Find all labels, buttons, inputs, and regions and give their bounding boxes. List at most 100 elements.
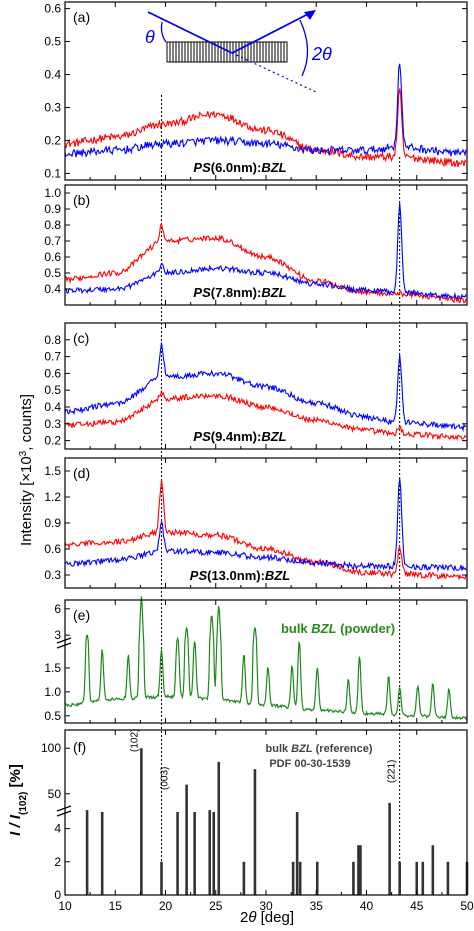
y-tick-label-0-3: 0.4 bbox=[44, 68, 61, 82]
geometry-inset: θ 2θ bbox=[145, 10, 332, 93]
series-a-2 bbox=[64, 63, 467, 158]
extension-line bbox=[231, 52, 317, 93]
panel-label-0: (a) bbox=[73, 9, 90, 25]
y-tick-label-0-2: 0.3 bbox=[44, 100, 61, 114]
x-axis-label-unit: [deg] bbox=[256, 909, 294, 926]
series-a-1 bbox=[65, 88, 467, 168]
panel-f: 0 2 4 50 100 (f) bulk BZL (reference) PDF 00-30… bbox=[7, 729, 469, 902]
y-tick-label-1-1: 0.5 bbox=[44, 266, 61, 280]
panel-b: 0.4 0.5 0.6 0.7 0.8 0.9 1.0 (b) PS(7.8nm):BZL bbox=[44, 186, 467, 304]
x-ticks-3 bbox=[64, 458, 468, 588]
y-tick-label-1-4: 0.8 bbox=[44, 218, 61, 232]
label-layer: Intensity [×103, counts] 2θ [deg] bbox=[18, 394, 295, 926]
y-tick-label-1-5: 0.9 bbox=[44, 202, 61, 216]
y-tick-label-1-2: 0.6 bbox=[44, 250, 61, 264]
x-tick-label-0: 10 bbox=[58, 899, 72, 913]
x-ticks-0 bbox=[64, 2, 468, 180]
y-tick-label-0-4: 0.5 bbox=[44, 35, 61, 49]
y-tick-label-3-2: 0.9 bbox=[44, 516, 61, 530]
series-d-1 bbox=[64, 479, 467, 581]
y-tick-label-5-4: 100 bbox=[41, 741, 61, 755]
x-axis-label-theta: θ bbox=[248, 909, 256, 926]
plot-area: 0.1 0.2 0.3 0.4 0.5 0.6 (a) PS(6.0nm):BZL 0.4 0.5… bbox=[7, 1, 474, 913]
series-d-2 bbox=[64, 478, 467, 573]
panel-c: 0.2 0.3 0.4 0.5 0.6 0.7 0.8 (c) PS(9.4nm):BZL bbox=[44, 330, 467, 448]
x-tick-label-3: 25 bbox=[209, 899, 223, 913]
theta-arc bbox=[160, 21, 167, 43]
panel-annotation-2: PS(9.4nm):BZL bbox=[193, 429, 286, 444]
y-tick-label-2-5: 0.7 bbox=[44, 350, 61, 364]
diffracted-arrowhead bbox=[304, 10, 316, 20]
panel-annotation-5a: bulk BZL (reference) bbox=[266, 743, 373, 755]
y-tick-label-1-3: 0.7 bbox=[44, 234, 61, 248]
panel-annotation-5b: PDF 00-30-1539 bbox=[269, 758, 350, 770]
panel-annotation-0: PS(6.0nm):BZL bbox=[193, 160, 286, 175]
y-tick-label-5-2: 4 bbox=[54, 822, 61, 836]
x-ticks-4 bbox=[64, 600, 468, 723]
two-theta-symbol: 2θ bbox=[311, 44, 332, 64]
x-ticks-1 bbox=[64, 185, 468, 305]
hkl-label-2: (221) bbox=[387, 760, 398, 783]
panel-annotation-4: bulk BZL (powder) bbox=[281, 621, 395, 636]
y-tick-label-2-1: 0.3 bbox=[44, 417, 61, 431]
y-tick-label-4-4: 3 bbox=[54, 628, 61, 642]
hkl-label-0: (102) bbox=[129, 729, 140, 752]
y-tick-label-2-4: 0.6 bbox=[44, 366, 61, 380]
y-tick-label-3-1: 0.6 bbox=[44, 542, 61, 556]
x-axis-label-base: 2 bbox=[240, 909, 248, 926]
y-tick-label-1-0: 0.4 bbox=[44, 282, 61, 296]
y-tick-label-3-0: 0.3 bbox=[44, 568, 61, 582]
panel-annotation-3: PS(13.0nm):BZL bbox=[190, 568, 290, 583]
series-e-1 bbox=[64, 596, 468, 721]
axis-break-mask-f bbox=[57, 808, 71, 816]
axis-break-mark-2 bbox=[56, 642, 72, 649]
series-c-1 bbox=[64, 390, 467, 441]
y-tick-label-4-2: 1.5 bbox=[44, 661, 61, 675]
x-tick-label-1: 15 bbox=[109, 899, 123, 913]
hkl-label-1: (003) bbox=[159, 767, 170, 790]
panel-f-ylabel: I / I(102) [%] bbox=[7, 764, 29, 836]
theta-symbol: θ bbox=[145, 27, 155, 47]
y-tick-label-4-5: 6 bbox=[54, 602, 61, 616]
y-axis-label-end: , counts] bbox=[18, 394, 35, 451]
y-tick-label-1-6: 1.0 bbox=[44, 186, 61, 200]
x-ticks-2 bbox=[64, 323, 468, 449]
y-axis-label: Intensity [×103, counts] bbox=[18, 394, 36, 546]
x-ticks-5: 10 15 20 25 30 35 40 45 50 bbox=[58, 730, 474, 913]
x-axis-label: 2θ [deg] bbox=[240, 909, 294, 926]
axis-break-mark-f-1 bbox=[56, 805, 72, 812]
panel-e: 0.5 1.0 1.5 3 6 (e) bulk BZL (powder) bbox=[44, 596, 468, 723]
axis-break-mask bbox=[57, 640, 71, 648]
x-tick-label-2: 20 bbox=[159, 899, 173, 913]
x-tick-label-4: 30 bbox=[259, 899, 273, 913]
axis-break-mark-f-2 bbox=[56, 810, 72, 817]
y-tick-label-3-3: 1.2 bbox=[44, 490, 61, 504]
panel-label-4: (e) bbox=[73, 607, 90, 623]
y-tick-label-5-3: 50 bbox=[48, 787, 62, 801]
y-axis-label-main: Intensity [×10 bbox=[18, 456, 35, 546]
y-tick-label-2-3: 0.5 bbox=[44, 383, 61, 397]
diffracted-beam bbox=[231, 11, 313, 54]
y-tick-label-0-0: 0.1 bbox=[44, 166, 61, 180]
x-tick-label-6: 40 bbox=[360, 899, 374, 913]
panel-annotation-1: PS(7.8nm):BZL bbox=[193, 285, 286, 300]
y-tick-label-0-1: 0.2 bbox=[44, 133, 61, 147]
y-tick-label-2-6: 0.8 bbox=[44, 333, 61, 347]
panel-label-3: (d) bbox=[73, 465, 90, 481]
x-tick-label-8: 50 bbox=[460, 899, 474, 913]
panel-label-2: (c) bbox=[73, 330, 89, 346]
y-tick-label-2-0: 0.2 bbox=[44, 434, 61, 448]
axis-break-mark-1 bbox=[56, 637, 72, 644]
series-b-2 bbox=[64, 203, 467, 300]
y-tick-label-3-4: 1.5 bbox=[44, 464, 61, 478]
x-tick-label-7: 45 bbox=[410, 899, 424, 913]
panel-frame-4 bbox=[64, 599, 468, 724]
two-theta-arc bbox=[299, 19, 309, 77]
incident-beam bbox=[147, 11, 233, 54]
y-axis-label-sup: 3 bbox=[18, 450, 29, 456]
x-tick-label-5: 35 bbox=[310, 899, 324, 913]
series-b-1 bbox=[65, 222, 467, 304]
panel-a: 0.1 0.2 0.3 0.4 0.5 0.6 (a) PS(6.0nm):BZL bbox=[44, 2, 467, 180]
y-tick-label-4-0: 0.5 bbox=[44, 709, 61, 723]
